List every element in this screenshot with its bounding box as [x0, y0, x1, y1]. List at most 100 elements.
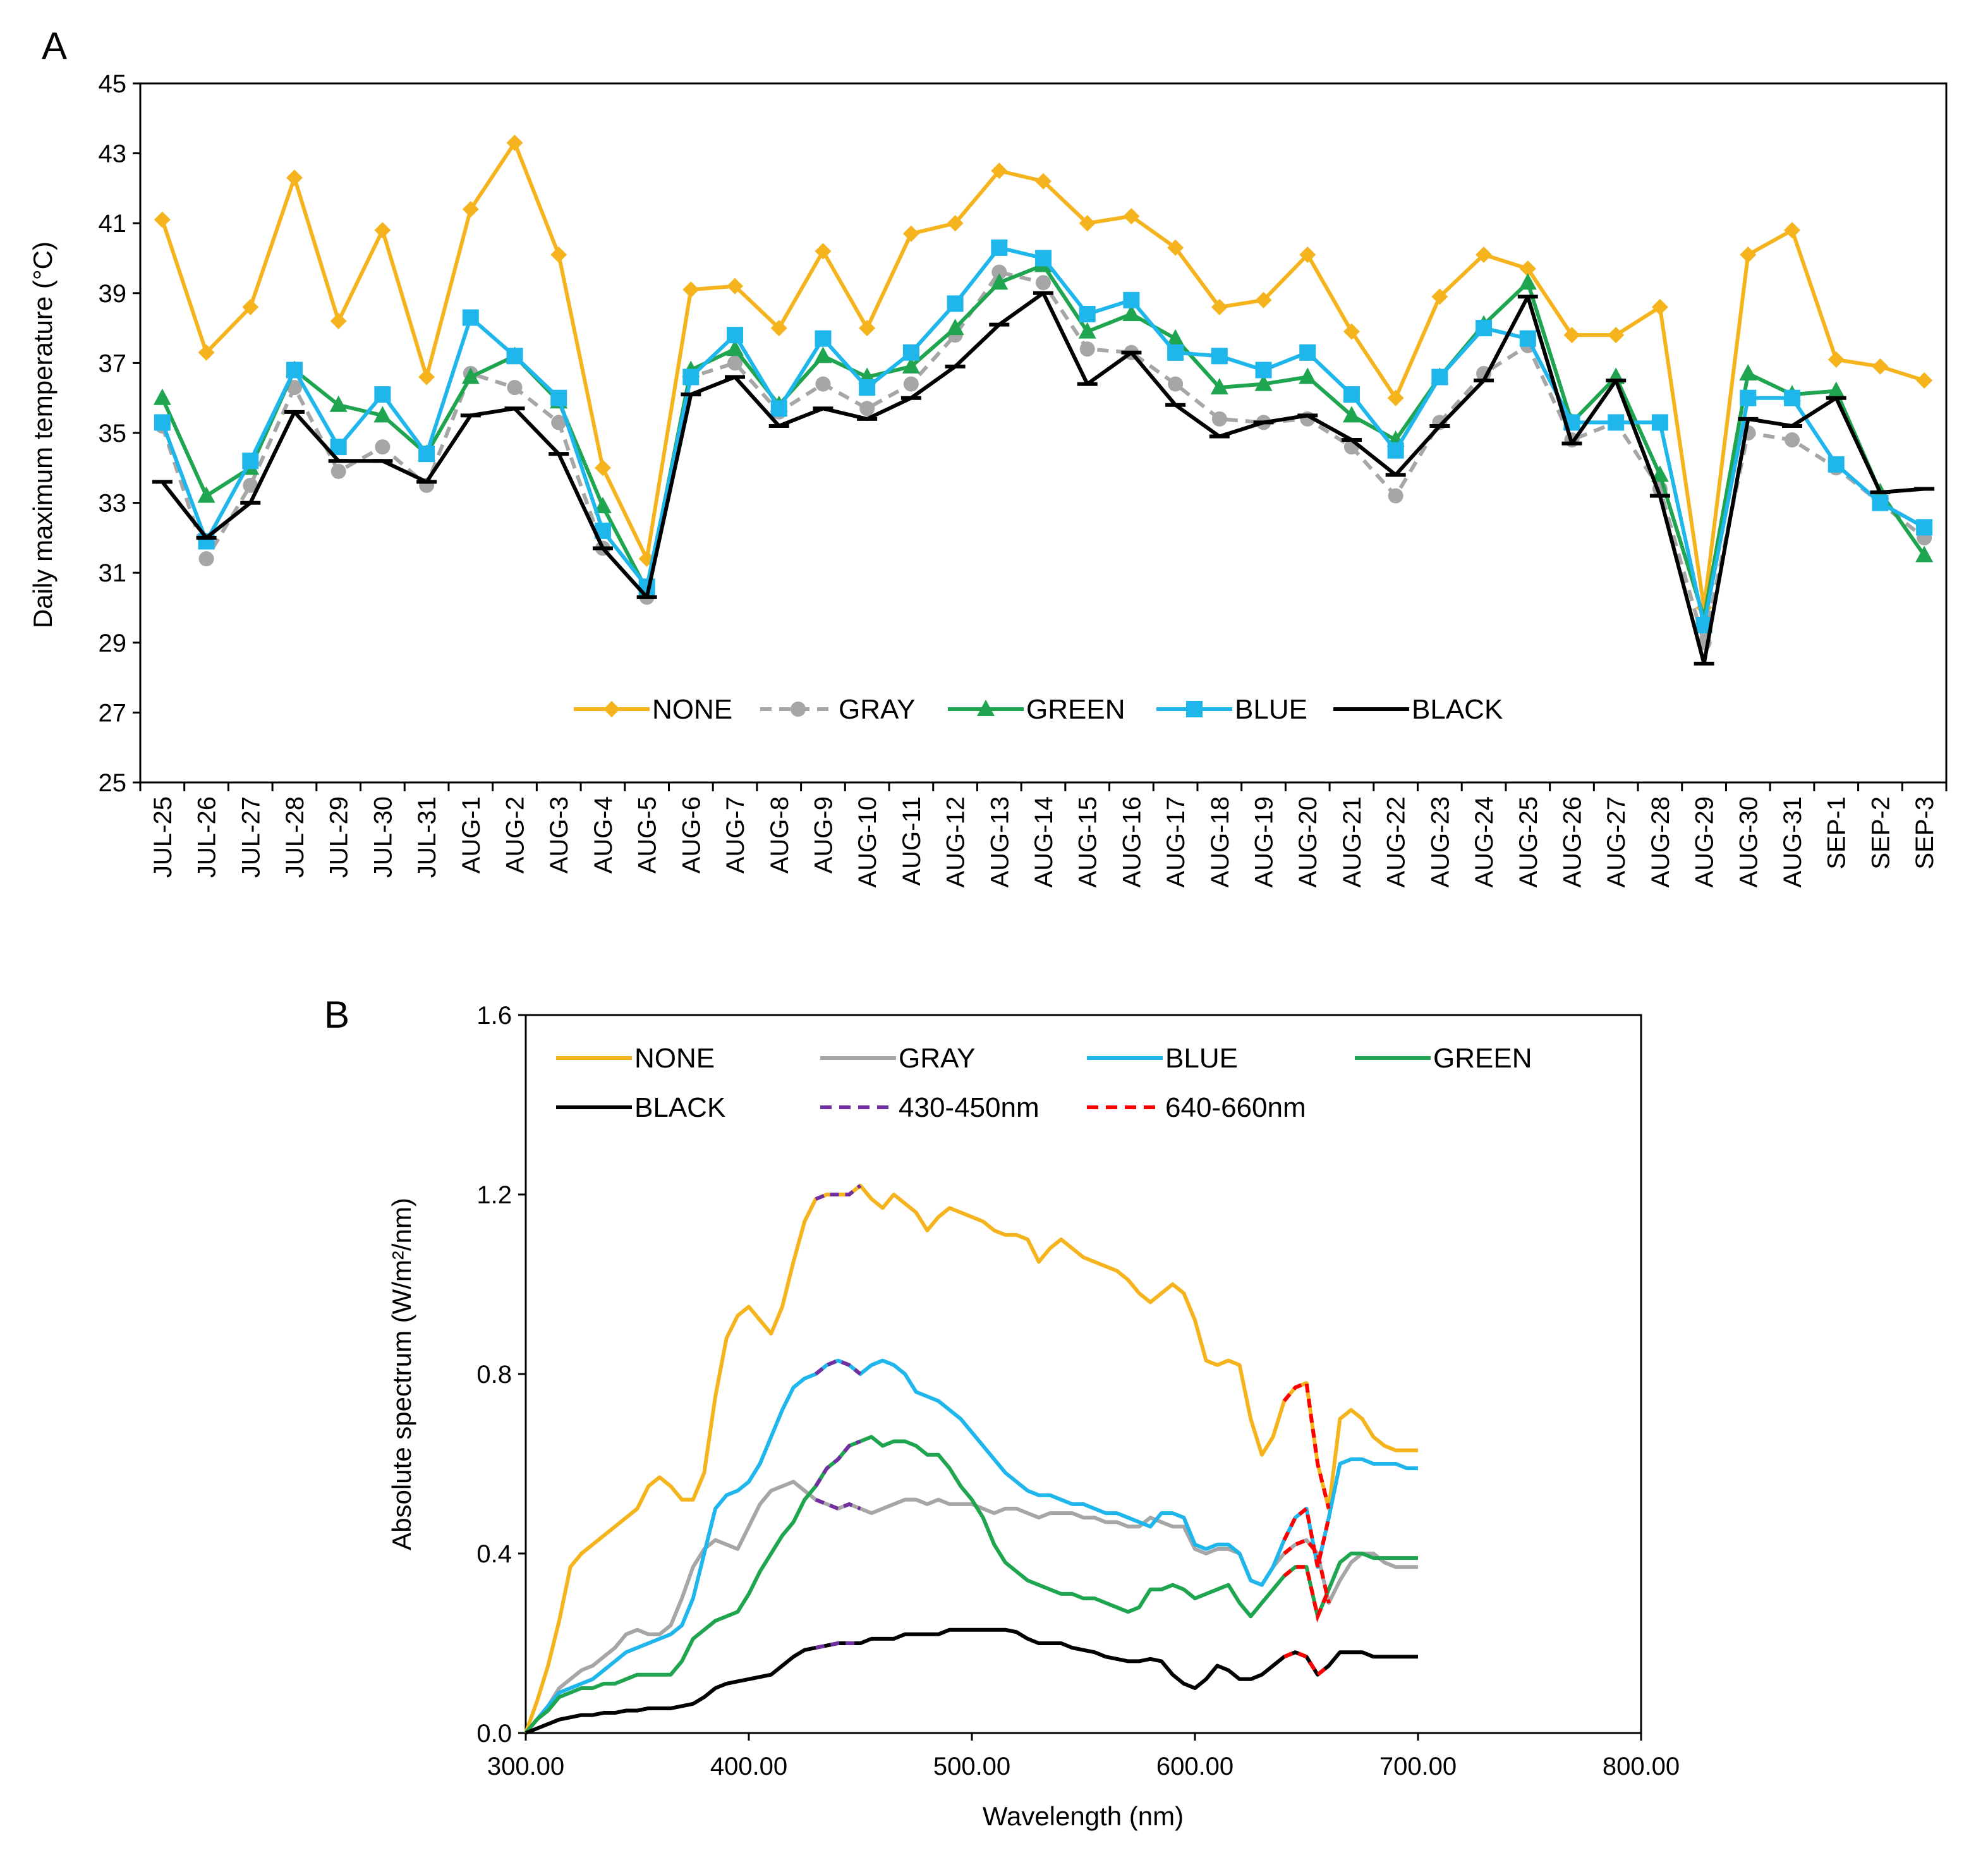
- band-overlay-430-450nm-black: [815, 1641, 861, 1650]
- data-point-blue: [1167, 344, 1184, 361]
- x-tick-label: AUG-20: [1294, 796, 1322, 888]
- spectrum-line-gray: [524, 1480, 1418, 1734]
- data-point-green: [1342, 406, 1361, 423]
- data-point-none: [727, 277, 744, 295]
- x-tick-label: AUG-8: [766, 796, 794, 873]
- data-point-green: [902, 356, 920, 374]
- data-point-none: [991, 162, 1008, 179]
- x-tick-label: AUG-4: [590, 796, 617, 873]
- x-tick-label: 700.00: [1379, 1753, 1457, 1780]
- data-point-gray: [1168, 376, 1184, 392]
- panel-b-y-ticks: 0.0 0.4 0.8 1.2 1.6: [476, 1002, 526, 1748]
- data-point-gray: [375, 439, 391, 455]
- band-overlay-640-660nm-blue: [1282, 1505, 1331, 1567]
- data-point-green: [153, 388, 171, 405]
- x-tick-label: AUG-17: [1162, 796, 1190, 888]
- x-tick-label: 500.00: [933, 1753, 1010, 1780]
- data-point-none: [859, 320, 876, 337]
- x-tick-label: AUG-5: [634, 796, 662, 873]
- x-tick-label: SEP-1: [1823, 796, 1851, 870]
- panel-a-series: [152, 135, 1935, 666]
- data-point-green: [1299, 367, 1317, 384]
- x-tick-label: JUL-31: [413, 796, 441, 878]
- data-point-none: [682, 281, 700, 298]
- data-point-blue: [1476, 320, 1493, 337]
- panel-a-y-axis-title: Daily maximum temperature (°C): [28, 241, 58, 628]
- data-point-none: [1608, 327, 1625, 344]
- band-overlay-640-660nm-gray: [1283, 1538, 1331, 1603]
- data-point-none: [1387, 389, 1404, 406]
- data-point-none: [1343, 323, 1360, 340]
- data-point-blue: [727, 327, 744, 344]
- x-tick-label: 600.00: [1156, 1753, 1233, 1780]
- data-point-gray: [1388, 488, 1403, 504]
- data-point-green: [1254, 374, 1273, 391]
- x-tick-label: AUG-15: [1074, 796, 1102, 888]
- x-tick-label: SEP-3: [1911, 796, 1939, 870]
- data-point-green: [1078, 322, 1096, 339]
- data-point-blue: [506, 348, 523, 365]
- x-tick-label: JUL-29: [325, 796, 353, 878]
- data-point-blue: [286, 362, 303, 379]
- x-tick-label: AUG-28: [1647, 796, 1675, 888]
- x-tick-label: AUG-9: [809, 796, 837, 873]
- x-tick-label: JUL-28: [281, 796, 309, 878]
- band-overlay-640-660nm-none: [1282, 1380, 1331, 1509]
- panel-b-y-axis-title: Absolute spectrum (W/m²/nm): [387, 1198, 416, 1550]
- x-tick-label: JUL-26: [193, 796, 221, 878]
- data-point-blue: [1211, 348, 1228, 365]
- x-tick-label: AUG-27: [1603, 796, 1630, 888]
- data-point-green: [814, 346, 832, 363]
- data-point-blue: [374, 386, 391, 403]
- data-point-none: [154, 211, 171, 228]
- data-point-none: [1872, 358, 1889, 375]
- data-point-gray: [243, 477, 258, 493]
- panel-b-chart: B 0.0 0.4 0.8 1.2 1.6 300.00 400.00 500.00 600.…: [324, 994, 1680, 1831]
- data-point-gray: [859, 401, 875, 417]
- panel-b-letter: B: [324, 994, 349, 1036]
- data-point-none: [198, 344, 215, 361]
- data-point-blue: [1299, 344, 1316, 361]
- spectrum-line-black: [524, 1627, 1418, 1735]
- data-point-gray: [286, 380, 302, 396]
- x-tick-label: AUG-29: [1691, 796, 1719, 888]
- data-point-none: [1299, 246, 1316, 263]
- y-tick-label: 29: [99, 629, 127, 657]
- data-point-green: [373, 406, 392, 423]
- data-point-gray: [507, 380, 523, 396]
- y-tick-label: 27: [99, 699, 127, 727]
- data-point-green: [990, 273, 1009, 290]
- data-point-green: [593, 497, 612, 514]
- x-tick-label: AUG-25: [1515, 796, 1543, 888]
- data-point-blue: [1343, 386, 1360, 403]
- data-point-none: [1784, 222, 1801, 239]
- data-point-blue: [550, 389, 567, 406]
- y-tick-label: 0.0: [476, 1720, 512, 1748]
- x-tick-label: AUG-18: [1206, 796, 1234, 888]
- panel-b-x-ticks: 300.00 400.00 500.00 600.00 700.00 800.00: [487, 1733, 1680, 1780]
- data-point-blue: [1035, 250, 1052, 267]
- x-tick-label: AUG-12: [942, 796, 970, 888]
- data-point-gray: [551, 415, 567, 430]
- panel-b-x-axis-title: Wavelength (nm): [983, 1801, 1184, 1831]
- data-point-none: [374, 222, 391, 239]
- x-tick-label: 400.00: [710, 1753, 787, 1780]
- data-point-gray: [1785, 432, 1800, 448]
- spectrum-line-none: [524, 1183, 1418, 1734]
- legend-label-blue: BLUE: [1165, 1043, 1238, 1074]
- y-tick-label: 1.2: [476, 1181, 512, 1209]
- data-point-blue: [770, 400, 787, 417]
- data-point-blue: [1827, 456, 1845, 473]
- spectrum-line-green: [524, 1435, 1418, 1734]
- data-point-blue: [947, 295, 964, 312]
- data-point-none: [418, 368, 435, 386]
- data-point-none: [462, 201, 479, 218]
- band-overlay-430-450nm-green: [814, 1439, 861, 1488]
- data-point-blue: [1872, 494, 1889, 511]
- data-point-none: [770, 320, 787, 337]
- data-point-none: [1740, 246, 1757, 263]
- data-point-none: [1211, 298, 1228, 315]
- data-point-green: [1122, 304, 1141, 321]
- data-point-gray: [727, 355, 743, 371]
- legend-label-430-450nm: 430-450nm: [899, 1092, 1039, 1123]
